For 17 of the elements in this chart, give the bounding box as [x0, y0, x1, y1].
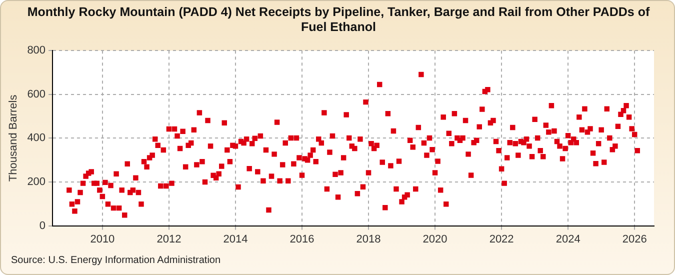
- x-tick-label: 2012: [156, 233, 182, 246]
- x-tick-label: 2018: [356, 233, 381, 246]
- x-tick-label: 2016: [290, 233, 314, 246]
- y-axis-title: Thousand Barrels: [8, 94, 20, 182]
- y-tick-label: 600: [27, 88, 46, 100]
- y-tick-label: 400: [27, 132, 46, 144]
- x-tick-label: 2022: [489, 233, 514, 246]
- x-tick-label: 2010: [90, 233, 115, 246]
- y-tick-label: 200: [27, 176, 46, 188]
- x-tick-label: 2020: [422, 233, 448, 246]
- source-note: Source: U.S. Energy Information Administration: [11, 255, 221, 266]
- x-tick-label: 2026: [622, 233, 647, 246]
- y-tick-label: 0: [39, 220, 46, 232]
- x-tick-label: 2024: [556, 233, 580, 246]
- y-tick-label: 800: [27, 44, 46, 57]
- chart-title: Monthly Rocky Mountain (PADD 4) Net Receipts by Pipeline, Tanker, Barge and Rail from Other PADDs of Fuel Ethanol: [26, 5, 651, 35]
- x-tick-label: 2014: [223, 233, 248, 246]
